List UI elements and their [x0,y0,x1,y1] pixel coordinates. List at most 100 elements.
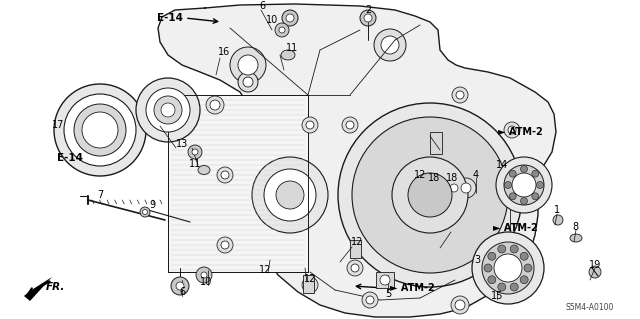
Text: E-14: E-14 [57,153,83,163]
Ellipse shape [198,166,210,174]
Text: 18: 18 [446,173,458,183]
Circle shape [445,179,463,197]
Circle shape [306,281,314,289]
Text: 6: 6 [259,1,265,11]
Circle shape [496,157,552,213]
Circle shape [456,91,464,99]
Text: FR.: FR. [45,282,65,292]
Circle shape [279,27,285,33]
Circle shape [347,260,363,276]
Circle shape [520,252,528,260]
Circle shape [509,170,516,177]
Circle shape [238,72,258,92]
Text: 7: 7 [97,190,103,200]
Circle shape [282,10,298,26]
Circle shape [381,36,399,54]
Circle shape [264,169,316,221]
Text: 9: 9 [149,200,155,210]
Circle shape [206,96,224,114]
Circle shape [221,241,229,249]
Circle shape [536,182,543,189]
Circle shape [512,173,536,197]
Circle shape [433,179,451,197]
Circle shape [352,117,508,273]
Bar [303,275,314,293]
Text: S5M4-A0100: S5M4-A0100 [566,303,614,313]
Text: 12: 12 [304,274,316,284]
Circle shape [553,215,563,225]
Circle shape [302,277,318,293]
Circle shape [351,264,359,272]
Text: 15: 15 [491,291,503,301]
Bar [350,240,361,258]
Circle shape [302,117,318,133]
Circle shape [494,254,522,282]
Circle shape [380,275,390,285]
Circle shape [452,87,468,103]
Circle shape [74,104,126,156]
Circle shape [342,117,358,133]
Circle shape [508,126,516,134]
Circle shape [146,88,190,132]
Circle shape [408,173,452,217]
Text: 18: 18 [428,173,440,183]
Circle shape [450,184,458,192]
Text: 4: 4 [473,170,479,180]
Circle shape [54,84,146,176]
Bar [376,272,394,288]
Text: 14: 14 [496,160,508,170]
Circle shape [346,121,354,129]
Text: 2: 2 [365,5,371,15]
Circle shape [143,210,147,214]
Circle shape [504,182,511,189]
Text: ► ATM-2: ► ATM-2 [493,223,538,233]
Ellipse shape [570,234,582,242]
Circle shape [392,157,468,233]
Circle shape [306,121,314,129]
Circle shape [510,245,518,253]
Circle shape [532,193,539,200]
Polygon shape [158,4,556,317]
Circle shape [221,171,229,179]
Circle shape [286,14,294,22]
Circle shape [338,103,522,287]
Text: 17: 17 [52,120,64,130]
Circle shape [488,276,496,284]
Circle shape [504,165,544,205]
Text: 12: 12 [414,170,426,180]
Text: 6: 6 [179,287,185,297]
Circle shape [192,149,198,155]
Circle shape [364,14,372,22]
Circle shape [362,292,378,308]
Bar [168,95,308,272]
Circle shape [217,167,233,183]
Circle shape [154,96,182,124]
Circle shape [136,78,200,142]
Circle shape [171,277,189,295]
Circle shape [589,266,601,278]
Circle shape [472,232,544,304]
Text: 12: 12 [351,237,363,247]
Text: 19: 19 [589,260,601,270]
Circle shape [524,264,532,272]
Text: E-14: E-14 [157,13,183,23]
Circle shape [64,94,136,166]
Circle shape [176,282,184,290]
Circle shape [456,178,476,198]
Text: 10: 10 [200,277,212,287]
Circle shape [188,145,202,159]
Circle shape [488,252,496,260]
Circle shape [502,252,518,268]
Text: 11: 11 [286,43,298,53]
Text: 13: 13 [176,139,188,149]
Circle shape [238,55,258,75]
Text: ► ATM-2: ► ATM-2 [498,127,543,137]
Ellipse shape [281,50,295,60]
Text: 10: 10 [266,15,278,25]
Circle shape [201,272,207,278]
Polygon shape [24,277,52,301]
Text: 5: 5 [385,289,391,299]
Circle shape [217,237,233,253]
Circle shape [520,166,527,173]
Circle shape [498,245,506,253]
